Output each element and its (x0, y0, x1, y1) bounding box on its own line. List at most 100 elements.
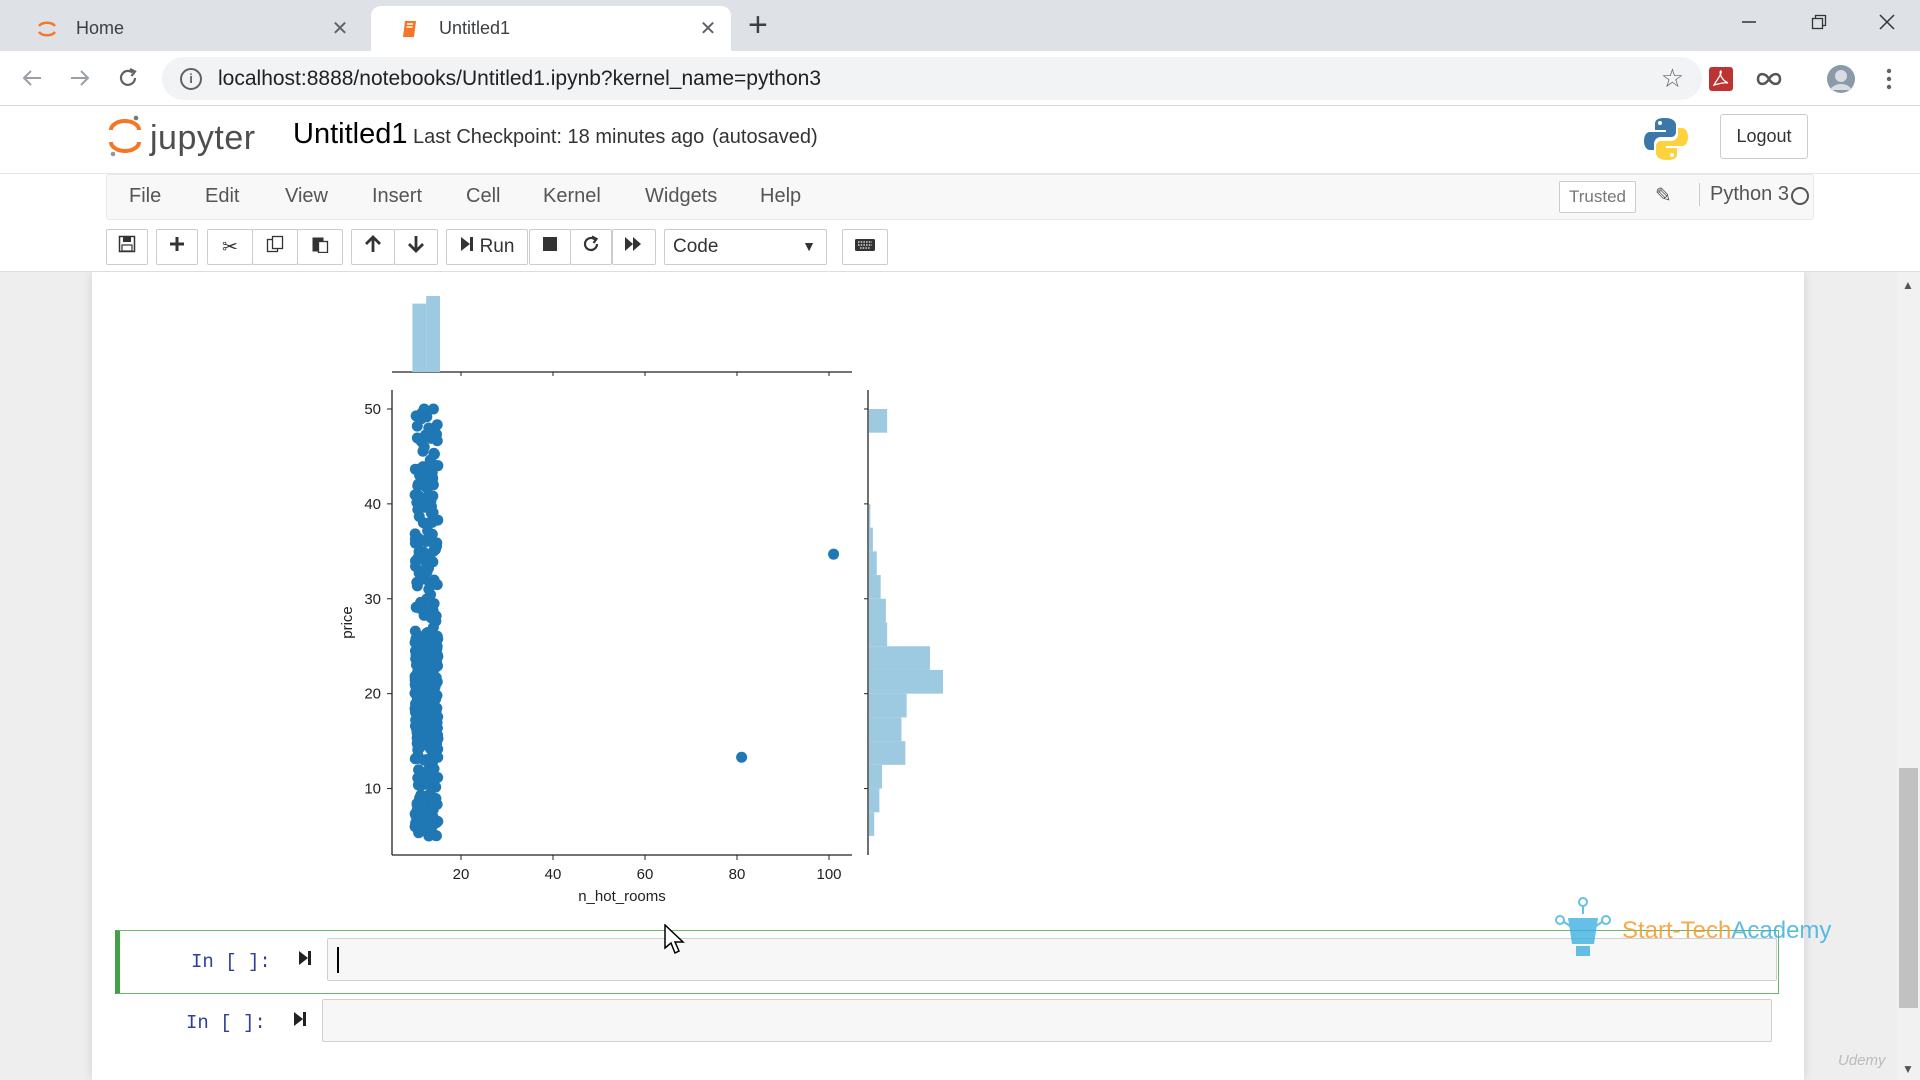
jupyter-logo[interactable]: jupyter (108, 114, 256, 163)
input-prompt: In [ ]: (191, 951, 271, 973)
run-cell-icon[interactable] (298, 949, 312, 973)
step-forward-icon (460, 236, 474, 258)
start-tech-watermark: Start-TechAcademy (1552, 896, 1831, 965)
run-button[interactable]: Run (446, 229, 528, 265)
save-button[interactable] (106, 229, 148, 265)
scatter-point (423, 422, 435, 434)
pdf-extension-icon[interactable] (1704, 62, 1738, 96)
scatter-point (431, 798, 443, 810)
tab-untitled1[interactable]: Untitled1 ✕ (371, 6, 731, 51)
scissors-icon: ✂ (222, 236, 238, 258)
scatter-point (418, 403, 430, 415)
window-close-icon[interactable] (1852, 0, 1920, 44)
reload-icon[interactable] (110, 60, 146, 96)
scatter-point (428, 574, 440, 586)
menu-edit[interactable]: Edit (205, 185, 240, 207)
notebook-menubar: File Edit View Insert Cell Kernel Widget… (106, 174, 1814, 220)
menu-insert[interactable]: Insert (372, 185, 423, 207)
text-caret (337, 947, 339, 973)
code-cell[interactable]: In [ ]: (115, 992, 1779, 1056)
back-icon[interactable] (14, 60, 50, 96)
cut-button[interactable]: ✂ (207, 229, 253, 265)
scatter-point (414, 536, 426, 548)
watermark-text: Start-TechAcademy (1622, 917, 1831, 945)
url-field[interactable]: i localhost:8888/notebooks/Untitled1.ipy… (162, 57, 1702, 100)
right-histogram-bar (869, 812, 875, 837)
menu-widgets[interactable]: Widgets (645, 185, 718, 207)
add-cell-button[interactable] (156, 229, 198, 265)
scroll-down-icon[interactable]: ▼ (1902, 1062, 1914, 1076)
code-cell-selected[interactable]: In [ ]: (115, 930, 1779, 994)
interrupt-button[interactable] (529, 229, 571, 265)
scatter-point (409, 489, 421, 501)
plus-icon (169, 236, 185, 258)
right-histogram-bar (869, 503, 871, 528)
right-histogram-bar (869, 527, 873, 552)
jupyter-favicon-icon (36, 18, 58, 40)
right-histogram-bar (869, 669, 943, 694)
scatter-point (410, 680, 422, 692)
minimize-icon[interactable] (1714, 0, 1784, 44)
x-tick-label: 40 (545, 866, 562, 883)
watermark-part2: Academy (1731, 916, 1832, 944)
move-down-button[interactable] (394, 229, 438, 265)
scatter-point (423, 583, 435, 595)
menu-help[interactable]: Help (760, 185, 802, 207)
scatter-point (429, 681, 441, 693)
scrollbar-thumb[interactable] (1899, 768, 1918, 1008)
tab-home[interactable]: Home ✕ (8, 6, 363, 51)
tab-untitled1-label: Untitled1 (439, 18, 511, 38)
infinity-extension-icon[interactable] (1752, 62, 1786, 96)
scatter-point (418, 441, 430, 453)
scatter-point (414, 792, 426, 804)
edit-pencil-icon[interactable]: ✎ (1655, 185, 1672, 207)
right-histogram-bar (869, 598, 886, 623)
top-histogram-bar (426, 296, 440, 372)
site-info-icon[interactable]: i (180, 67, 202, 90)
bookmark-star-icon[interactable]: ☆ (1660, 63, 1684, 93)
menu-file[interactable]: File (129, 185, 162, 207)
close-tab-icon[interactable]: ✕ (699, 18, 717, 40)
kernel-name: Python 3 (1699, 183, 1789, 206)
copy-icon (266, 235, 284, 259)
scatter-point (423, 659, 435, 671)
command-palette-button[interactable] (842, 229, 888, 265)
new-tab-button[interactable]: + (748, 6, 768, 44)
dropdown-arrow-icon: ▼ (802, 238, 816, 254)
trusted-badge[interactable]: Trusted (1559, 181, 1636, 213)
restart-run-all-button[interactable] (612, 229, 656, 265)
notebook-name[interactable]: Untitled1 (293, 118, 408, 150)
close-tab-icon[interactable]: ✕ (331, 18, 349, 40)
notebook-area: 20 40 60 80 100 10 20 30 40 50 n_hot_rooms price In… (0, 272, 1920, 1080)
scroll-up-icon[interactable]: ▲ (1902, 278, 1914, 292)
scatter-point (427, 773, 439, 785)
scatter-point (418, 821, 430, 833)
code-input[interactable] (327, 938, 1777, 981)
run-cell-icon[interactable] (293, 1010, 307, 1034)
move-up-button[interactable] (351, 229, 395, 265)
right-histogram-bar (869, 764, 882, 789)
scatter-point (423, 830, 435, 842)
scatter-point (414, 602, 426, 614)
restart-button[interactable] (570, 229, 612, 265)
checkpoint-status: Last Checkpoint: 18 minutes ago (413, 126, 705, 148)
paste-button[interactable] (297, 229, 343, 265)
cell-type-select[interactable]: Code ▼ (664, 229, 827, 265)
vertical-scrollbar[interactable]: ▲ ▼ (1897, 272, 1920, 1080)
scatter-point (418, 640, 430, 652)
x-axis-label: n_hot_rooms (578, 888, 666, 905)
copy-button[interactable] (252, 229, 298, 265)
scatter-point (410, 672, 422, 684)
forward-icon[interactable] (62, 60, 98, 96)
menu-kernel[interactable]: Kernel (543, 185, 601, 207)
menu-cell[interactable]: Cell (466, 185, 501, 207)
logout-button[interactable]: Logout (1720, 114, 1808, 159)
scatter-point (418, 573, 430, 585)
menu-view[interactable]: View (285, 185, 328, 207)
y-tick-label: 40 (364, 496, 381, 513)
browser-menu-icon[interactable] (1872, 62, 1906, 96)
restore-icon[interactable] (1784, 0, 1854, 44)
profile-avatar-icon[interactable] (1824, 62, 1858, 96)
python-logo-icon (1643, 116, 1689, 162)
code-input[interactable] (322, 999, 1772, 1042)
